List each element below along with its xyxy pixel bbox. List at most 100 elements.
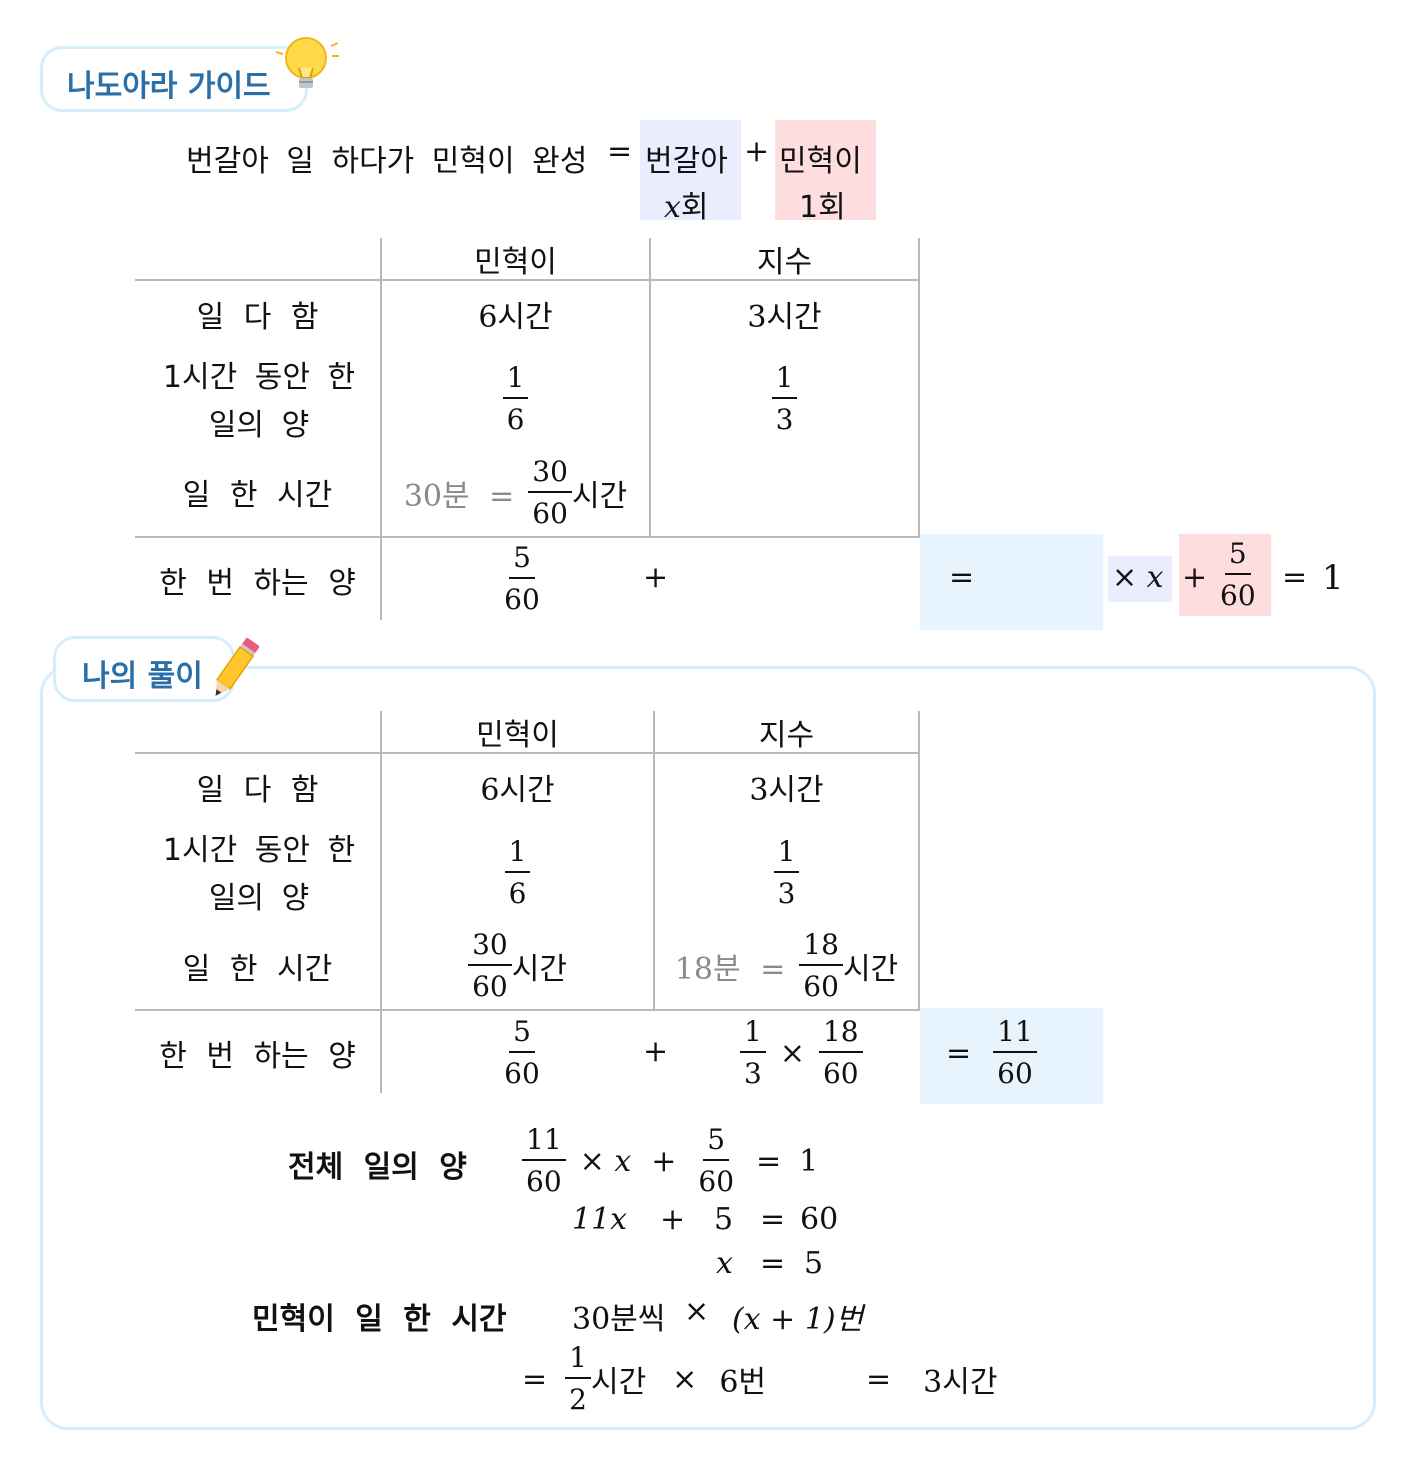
work-l5-unit: 시간 [590, 1365, 647, 1400]
sol-r4-c1: 5 60 [480, 1016, 564, 1090]
frac-num: 30 [528, 458, 572, 493]
guide-r1-label: 일 다 함 [196, 300, 319, 335]
box1-highlight [640, 120, 741, 220]
work-l1-times-x: × x [579, 1143, 632, 1179]
frac-den: 6 [508, 877, 527, 910]
guide-r3-c1-gray: 30분 = [403, 479, 515, 514]
frac-den: 60 [472, 970, 508, 1003]
sol-header-minhyuk: 민혁이 [476, 718, 559, 753]
guide-header-minhyuk: 민혁이 [474, 245, 557, 280]
box2-top: 민혁이 [779, 144, 862, 179]
solution-title: 나의 풀이 [82, 659, 203, 694]
work-line-1: 11 60 × x + 5 60 = 1 [522, 1124, 818, 1198]
frac-den: 60 [504, 1057, 540, 1090]
sol-r4-result: = 11 60 [946, 1016, 1037, 1090]
frac-num: 1 [773, 838, 800, 873]
guide-header-jisu: 지수 [756, 245, 813, 280]
guide-r4-c1: 5 60 [480, 542, 564, 616]
work-l3-rhs: 5 [804, 1246, 824, 1281]
work-l5-times: × [672, 1361, 698, 1397]
frac-num: 5 [509, 1018, 535, 1053]
solution-panel [40, 666, 1376, 1430]
frac-num: 30 [468, 931, 512, 966]
work-l5-eq2: = [866, 1361, 892, 1397]
work-l2-rhs: 60 [800, 1202, 839, 1237]
time-worked-label: 민혁이 일 한 시간 [252, 1302, 507, 1337]
guide-table-hline-1 [135, 279, 920, 281]
frac-num: 1 [502, 364, 529, 399]
frac-num: 11 [522, 1126, 566, 1161]
frac-den: 60 [1220, 579, 1256, 612]
box1-bottom: x회 [664, 182, 709, 226]
sol-r3-c2-gray: 18분 = [674, 952, 786, 987]
sol-r4-eq: = [946, 1035, 972, 1071]
work-l1-eq: = [756, 1143, 782, 1179]
frac-num: 1 [740, 1018, 766, 1053]
frac-den: 3 [777, 877, 796, 910]
guide-tail-one: 1 [1322, 558, 1344, 598]
guide-table-vline-1 [380, 238, 382, 620]
guide-title: 나도아라 가이드 [67, 69, 271, 104]
sol-r2-label-2: 일의 양 [208, 881, 310, 916]
frac-den: 60 [822, 1057, 859, 1090]
work-l4-times: × [684, 1294, 710, 1329]
guide-r1-c2: 3시간 [747, 300, 822, 335]
work-l1-rhs: 1 [799, 1143, 819, 1179]
guide-table-hline-2 [135, 536, 920, 538]
sol-table-hline-1 [135, 752, 920, 754]
guide-tail-frac: 5 60 [1216, 540, 1260, 610]
sol-r1-c1: 6시간 [480, 773, 555, 808]
lightbulb-icon [275, 37, 339, 88]
sol-result-highlight [920, 1008, 1103, 1104]
sol-header-jisu: 지수 [758, 718, 815, 753]
box1-var: x [664, 190, 681, 225]
frac-num: 5 [509, 544, 535, 579]
frac-num: 5 [1224, 540, 1251, 575]
frac-den: 2 [569, 1383, 587, 1416]
guide-result-highlight [920, 534, 1103, 630]
sol-r3-label: 일 한 시간 [182, 952, 333, 987]
work-l3-lhs: x [716, 1246, 733, 1281]
guide-r2-label-2: 일의 양 [208, 408, 310, 443]
work-l2-eq: = [760, 1202, 786, 1237]
sol-r4-label: 한 번 하는 양 [159, 1039, 356, 1074]
frac-den: 60 [997, 1057, 1033, 1090]
frac-den: 60 [532, 497, 568, 530]
box1-unit: 회 [680, 190, 709, 225]
guide-tail-plus: + [1182, 560, 1208, 595]
work-l5-count: 6번 [719, 1365, 766, 1400]
sol-r1-c2: 3시간 [749, 773, 824, 808]
sol-table-vline-2 [653, 711, 655, 1011]
guide-r3-c1-unit: 시간 [571, 479, 628, 514]
guide-r4-eq: = [949, 560, 975, 595]
work-l5-result: 3시간 [923, 1365, 998, 1400]
guide-table-vline-2 [649, 238, 651, 538]
guide-tail-times-x: × x [1112, 560, 1164, 595]
sol-r4-times: × [779, 1035, 805, 1071]
total-work-label: 전체 일의 양 [288, 1150, 467, 1185]
sol-table-vline-1 [380, 711, 382, 1093]
frac-num: 5 [703, 1126, 730, 1161]
sol-r3-c2: 18분 = 18 60 시간 [655, 929, 918, 1003]
guide-r3-c1-frac: 30 60 [528, 458, 572, 528]
guide-table-vline-3 [918, 238, 920, 538]
guide-r1-c1: 6시간 [478, 300, 553, 335]
frac-den: 60 [803, 970, 839, 1003]
work-l5-eq: = [522, 1361, 548, 1397]
sol-table-vline-3 [918, 711, 920, 1011]
frac-den: 3 [744, 1057, 762, 1090]
guide-r4-plus: + [643, 560, 669, 595]
guide-tail-box1 [1108, 556, 1172, 602]
sol-table-hline-2 [135, 1009, 920, 1011]
